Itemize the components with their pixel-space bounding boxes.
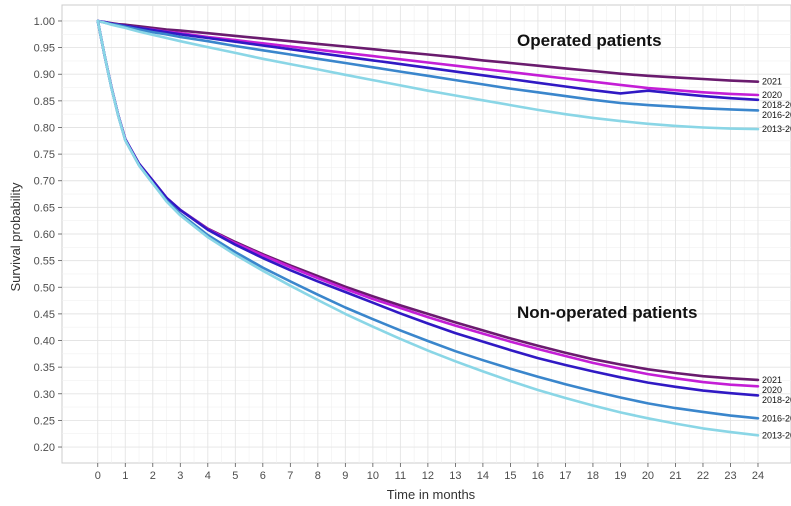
series-label-operated-2021: 2021 bbox=[762, 77, 782, 87]
series-label-operated-2018-2019: 2018-2019 bbox=[762, 100, 791, 110]
y-tick-label: 0.70 bbox=[34, 176, 55, 188]
x-tick-label: 18 bbox=[587, 470, 599, 482]
x-tick-label: 8 bbox=[315, 470, 321, 482]
x-tick-label: 20 bbox=[642, 470, 654, 482]
y-tick-label: 0.65 bbox=[34, 202, 55, 214]
y-tick-label: 0.25 bbox=[34, 415, 55, 427]
y-tick-label: 0.35 bbox=[34, 362, 55, 374]
x-tick-label: 22 bbox=[697, 470, 709, 482]
x-tick-label: 9 bbox=[342, 470, 348, 482]
y-tick-label: 0.60 bbox=[34, 229, 55, 241]
x-tick-label: 13 bbox=[449, 470, 461, 482]
x-tick-label: 12 bbox=[422, 470, 434, 482]
x-tick-label: 14 bbox=[477, 470, 489, 482]
x-axis-title: Time in months bbox=[387, 487, 476, 502]
series-line-operated-2018-2019 bbox=[96, 19, 760, 102]
y-tick-label: 0.30 bbox=[34, 389, 55, 401]
series-label-non-operated-2020: 2020 bbox=[762, 385, 782, 395]
y-tick-label: 0.20 bbox=[34, 442, 55, 454]
x-tick-label: 4 bbox=[205, 470, 211, 482]
y-tick-label: 0.40 bbox=[34, 336, 55, 348]
x-tick-label: 23 bbox=[724, 470, 736, 482]
x-tick-label: 7 bbox=[287, 470, 293, 482]
x-tick-label: 16 bbox=[532, 470, 544, 482]
annotation-operated: Operated patients bbox=[517, 31, 662, 50]
x-tick-label: 2 bbox=[150, 470, 156, 482]
y-tick-label: 0.95 bbox=[34, 43, 55, 55]
y-tick-label: 0.50 bbox=[34, 282, 55, 294]
y-tick-label: 1.00 bbox=[34, 16, 55, 28]
axes: 0 1 2 3 4 5 6 7 8 9 10 11 12 13 14 15 16 17 18 19 20 21 22 23 24… bbox=[34, 16, 765, 482]
y-axis-title: Survival probability bbox=[8, 182, 23, 292]
series-label-non-operated-2021: 2021 bbox=[762, 375, 782, 385]
y-tick-label: 0.75 bbox=[34, 149, 55, 161]
series-lines bbox=[96, 19, 760, 437]
series-label-non-operated-2013-2015: 2013-2015 bbox=[762, 430, 791, 440]
series-label-operated-2016-2017: 2016-2017 bbox=[762, 110, 791, 120]
x-tick-label: 6 bbox=[260, 470, 266, 482]
series-label-non-operated-2016-2017: 2016-2017 bbox=[762, 413, 791, 423]
x-tick-label: 0 bbox=[95, 470, 101, 482]
series-line-operated-2021 bbox=[96, 19, 760, 83]
y-tick-label: 0.90 bbox=[34, 69, 55, 81]
x-tick-label: 19 bbox=[614, 470, 626, 482]
x-tick-label: 11 bbox=[395, 470, 406, 482]
y-tick-label: 0.85 bbox=[34, 96, 55, 108]
y-tick-label: 0.55 bbox=[34, 256, 55, 268]
x-tick-label: 10 bbox=[367, 470, 379, 482]
y-tick-label: 0.45 bbox=[34, 309, 55, 321]
series-label-operated-2013-2015: 2013-2015 bbox=[762, 124, 791, 134]
series-end-labels: 202120202018-20192016-20172013-201520212… bbox=[762, 77, 791, 441]
series-line-non-operated-2013-2015 bbox=[96, 19, 760, 437]
x-tick-label: 24 bbox=[752, 470, 764, 482]
series-label-operated-2020: 2020 bbox=[762, 90, 782, 100]
series-label-non-operated-2018-2019: 2018-2019 bbox=[762, 395, 791, 405]
x-tick-label: 3 bbox=[177, 470, 183, 482]
x-tick-label: 21 bbox=[669, 470, 681, 482]
x-tick-label: 17 bbox=[559, 470, 571, 482]
series-line-operated-2013-2015 bbox=[96, 19, 760, 131]
annotation-non-operated: Non-operated patients bbox=[517, 303, 697, 322]
series-line-operated-2016-2017 bbox=[96, 19, 760, 112]
x-tick-label: 15 bbox=[504, 470, 516, 482]
x-tick-label: 1 bbox=[122, 470, 128, 482]
y-tick-label: 0.80 bbox=[34, 122, 55, 134]
x-tick-label: 5 bbox=[232, 470, 238, 482]
